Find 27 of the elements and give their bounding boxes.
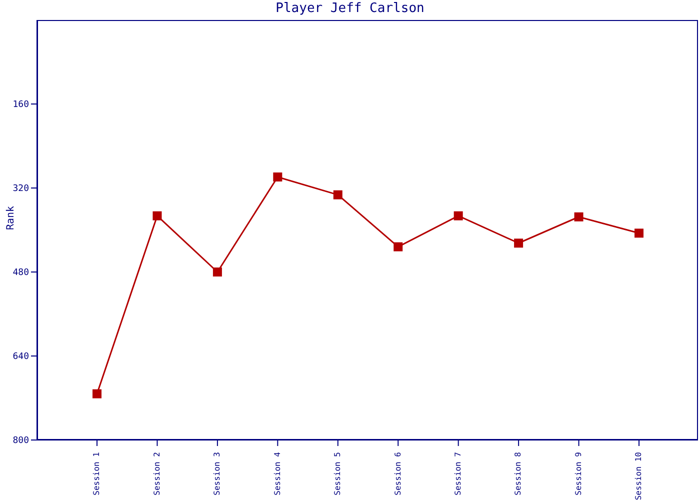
x-tick-label: Session 4 [272, 452, 282, 496]
point [574, 212, 584, 222]
chart-title: Player Jeff Carlson [274, 1, 426, 16]
y-tick-label: 160 [12, 100, 29, 110]
point [634, 228, 644, 238]
point [152, 211, 162, 220]
point [92, 389, 102, 398]
point [394, 242, 403, 252]
x-tick-label: Session 7 [454, 452, 463, 496]
x-tick-label: Session 10 [634, 452, 644, 500]
x-tick-label: Session 8 [514, 452, 523, 496]
point [212, 268, 222, 276]
point [273, 172, 282, 182]
x-tick-label: Session 3 [212, 452, 222, 496]
x-tick-label: Session 2 [152, 452, 162, 496]
y-tick-label: 480 [12, 268, 29, 278]
y-tick-label: 320 [12, 184, 29, 194]
y-tick-label: 640 [12, 352, 29, 362]
point [514, 238, 524, 248]
y-axis-title: Rank [6, 206, 17, 230]
x-tick-label: Session 5 [333, 452, 342, 496]
point [333, 190, 342, 200]
x-tick-label: Session 6 [393, 452, 402, 496]
y-tick-label: 800 [12, 436, 29, 446]
point [454, 211, 463, 220]
x-tick-label: Session 1 [92, 452, 102, 496]
x-tick-label: Session 9 [574, 452, 583, 496]
